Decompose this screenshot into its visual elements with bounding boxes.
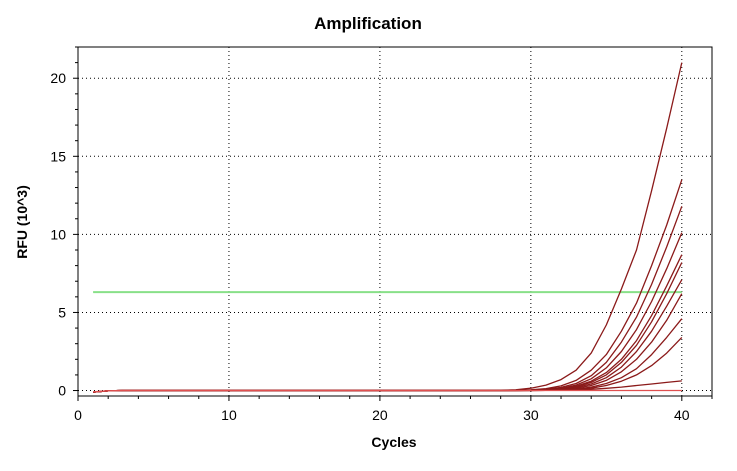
axis-ticks: 0 10 20 30 40 0 5 10 15 20 <box>50 46 713 423</box>
x-tick-label-40: 40 <box>674 407 690 423</box>
y-tick-label-5: 5 <box>58 304 66 320</box>
amplification-curve-3 <box>93 206 683 393</box>
x-tick-label-10: 10 <box>221 407 237 423</box>
x-tick-label-20: 20 <box>372 407 388 423</box>
series-layer <box>93 62 683 393</box>
y-tick-label-15: 15 <box>50 148 66 164</box>
x-tick-label-30: 30 <box>523 407 539 423</box>
chart-title: Amplification <box>314 14 422 33</box>
y-tick-label-10: 10 <box>50 226 66 242</box>
amplification-curve-10 <box>93 336 683 393</box>
amplification-curve-1 <box>93 62 683 393</box>
amplification-curve-5 <box>93 254 683 393</box>
x-tick-label-0: 0 <box>74 407 82 423</box>
amplification-curve-12 <box>93 389 682 393</box>
x-axis-title: Cycles <box>371 434 416 450</box>
grid-lines <box>77 47 712 396</box>
amplification-curve-6 <box>93 262 683 393</box>
amplification-curve-7 <box>93 279 683 393</box>
amplification-curve-2 <box>93 179 683 393</box>
y-tick-label-20: 20 <box>50 70 66 86</box>
y-axis-title: RFU (10^3) <box>14 185 30 259</box>
plot-frame <box>77 46 713 397</box>
y-tick-label-0: 0 <box>58 383 66 399</box>
